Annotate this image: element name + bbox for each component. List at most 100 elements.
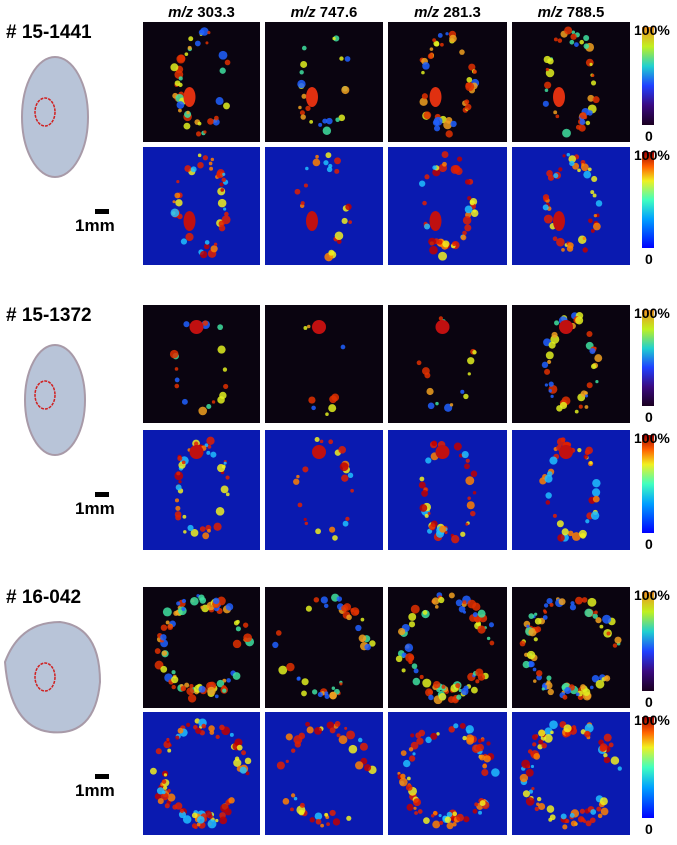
signal-spot	[538, 729, 546, 737]
signal-spot	[301, 690, 307, 697]
signal-spot	[603, 733, 612, 742]
signal-spot	[181, 398, 188, 405]
signal-spot	[583, 454, 589, 460]
signal-spot	[177, 727, 184, 734]
signal-spot	[590, 228, 595, 233]
signal-spot	[224, 211, 229, 217]
signal-spot	[462, 735, 467, 741]
signal-spot	[329, 809, 336, 817]
signal-spot	[187, 45, 192, 50]
signal-spot	[477, 609, 486, 618]
signal-spot	[430, 732, 438, 740]
signal-spot	[548, 341, 556, 349]
signal-spot	[424, 223, 431, 230]
signal-spot	[301, 93, 307, 99]
signal-spot	[221, 177, 226, 183]
signal-spot	[589, 62, 593, 66]
colorbar-max: 100%	[634, 305, 670, 321]
signal-spot	[298, 732, 306, 740]
signal-spot	[470, 209, 479, 217]
signal-spot	[296, 676, 301, 681]
signal-spot	[562, 154, 566, 158]
signal-spot	[234, 756, 240, 761]
signal-spot	[197, 161, 204, 169]
signal-spot	[600, 807, 609, 816]
signal-spot	[584, 730, 591, 738]
signal-spot	[433, 116, 443, 126]
signal-spot	[475, 668, 484, 677]
signal-spot	[326, 166, 333, 173]
sample-id: # 15-1372	[6, 305, 92, 326]
signal-spot	[338, 446, 346, 454]
signal-spot	[312, 158, 321, 167]
signal-spot	[590, 809, 597, 815]
signal-spot	[569, 604, 577, 611]
signal-spot	[186, 687, 195, 696]
signal-spot	[599, 743, 608, 751]
signal-spot	[339, 56, 344, 61]
signal-spot	[183, 321, 190, 328]
signal-spot	[599, 624, 604, 629]
signal-spot	[464, 224, 472, 232]
signal-spot	[341, 604, 349, 612]
signal-spot	[336, 239, 342, 244]
signal-spot	[528, 789, 534, 794]
signal-spot	[519, 773, 529, 783]
signal-spot	[561, 528, 569, 536]
signal-spot	[592, 193, 597, 198]
signal-spot	[537, 744, 543, 750]
signal-spot	[178, 811, 186, 819]
signal-spot	[198, 594, 205, 601]
signal-spot	[526, 650, 536, 660]
signal-spot	[564, 26, 573, 35]
signal-spot	[438, 596, 445, 604]
signal-spot	[208, 725, 215, 732]
signal-spot	[401, 668, 406, 673]
signal-spot	[199, 526, 206, 532]
signal-spot	[422, 678, 432, 688]
signal-spot	[183, 122, 191, 130]
signal-spot	[582, 819, 587, 824]
signal-spot	[459, 723, 466, 729]
signal-spot	[293, 478, 300, 485]
signal-spot	[472, 69, 477, 74]
signal-spot	[431, 597, 440, 605]
signal-spot	[449, 403, 454, 407]
scale-label: 1mm	[75, 781, 115, 800]
signal-spot	[322, 126, 332, 135]
signal-spot	[534, 612, 538, 616]
signal-spot	[594, 610, 598, 615]
signal-spot	[309, 119, 314, 124]
signal-spot	[465, 82, 472, 89]
signal-spot	[414, 811, 418, 815]
signal-spot	[305, 605, 312, 612]
signal-spot	[481, 768, 489, 777]
signal-spot	[243, 633, 252, 643]
signal-spot	[543, 214, 553, 224]
colorbar-max: 100%	[634, 430, 670, 446]
signal-spot	[350, 608, 355, 613]
signal-spot	[548, 817, 553, 822]
signal-spot	[348, 744, 358, 754]
signal-spot	[350, 488, 354, 493]
signal-spot	[232, 672, 241, 680]
signal-spot	[587, 167, 592, 172]
signal-spot	[323, 603, 329, 609]
signal-spot	[181, 607, 186, 611]
signal-spot	[467, 372, 471, 376]
signal-spot	[489, 640, 495, 646]
signal-spot	[315, 154, 319, 159]
signal-spot	[200, 605, 204, 610]
signal-spot	[222, 688, 227, 693]
signal-spot	[191, 823, 197, 829]
signal-spot	[332, 818, 341, 826]
signal-spot	[533, 679, 537, 683]
signal-spot	[334, 721, 341, 727]
signal-spot	[213, 242, 218, 246]
signal-spot	[415, 732, 422, 739]
signal-spot	[219, 724, 225, 731]
signal-spot	[304, 521, 309, 526]
signal-spot	[184, 682, 190, 688]
signal-spot	[472, 808, 478, 814]
signal-spot	[410, 741, 419, 750]
